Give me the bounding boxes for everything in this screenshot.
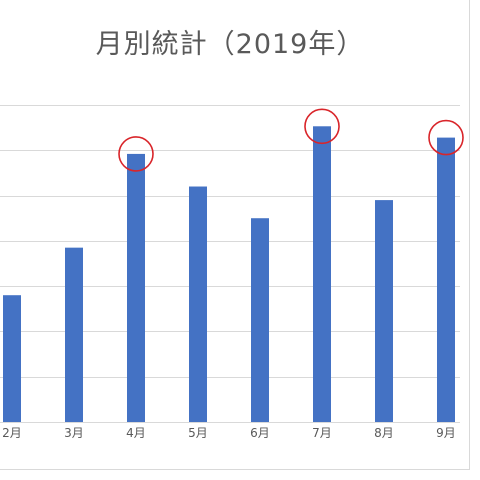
x-tick-label: 2月 bbox=[2, 426, 22, 440]
bar bbox=[127, 153, 145, 422]
chart-frame-bottom-edge bbox=[0, 469, 470, 470]
bar bbox=[251, 218, 269, 422]
x-tick-label: 6月 bbox=[250, 426, 270, 440]
highlight-circle bbox=[428, 119, 464, 156]
highlight-circle bbox=[118, 136, 154, 172]
chart-frame-right-edge bbox=[469, 0, 470, 470]
x-tick-label: 5月 bbox=[188, 426, 208, 440]
x-tick-label: 7月 bbox=[312, 426, 332, 440]
x-tick-label: 3月 bbox=[64, 426, 84, 440]
x-tick-label: 9月 bbox=[436, 426, 456, 440]
x-tick-label: 8月 bbox=[374, 426, 394, 440]
bar bbox=[189, 186, 207, 422]
highlight-circle bbox=[304, 108, 340, 145]
bar bbox=[3, 295, 21, 422]
bar bbox=[375, 200, 393, 422]
bar bbox=[437, 137, 455, 422]
bar bbox=[313, 126, 331, 422]
chart-title: 月別統計（2019年） bbox=[95, 29, 365, 60]
x-tick-label: 4月 bbox=[126, 426, 146, 440]
bar bbox=[65, 247, 83, 422]
